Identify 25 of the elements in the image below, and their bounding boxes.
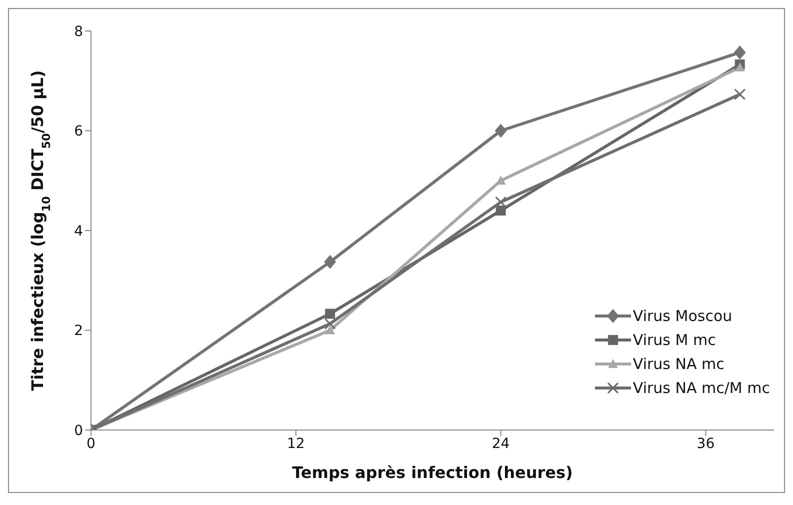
x-tick-label: 24: [492, 436, 510, 452]
legend-label: Virus M mc: [632, 331, 716, 349]
x-tick-label: 12: [286, 436, 305, 452]
point: [734, 45, 746, 60]
y-tick-label: 0: [74, 422, 83, 439]
point: [495, 196, 507, 208]
x-tick-label: 0: [86, 436, 96, 452]
point: [324, 318, 336, 330]
y-tick-label: 2: [74, 323, 83, 340]
point: [496, 176, 506, 185]
legend-label: Virus NA mc/M mc: [632, 379, 770, 397]
x-tick-label: 36: [696, 436, 715, 452]
point: [734, 62, 745, 72]
point: [494, 124, 507, 138]
point: [496, 206, 506, 216]
point: [325, 325, 336, 334]
y-tick-label: 8: [74, 24, 83, 40]
y-tick-label: 6: [74, 124, 84, 140]
point: [325, 308, 336, 319]
y-tick-label: 4: [74, 223, 84, 240]
point: [324, 254, 336, 269]
legend-label: Virus Moscou: [632, 307, 732, 325]
x-axis-title: Temps après infection (heures): [292, 463, 573, 482]
legend-label: Virus NA mc: [632, 355, 724, 373]
point: [734, 88, 746, 100]
